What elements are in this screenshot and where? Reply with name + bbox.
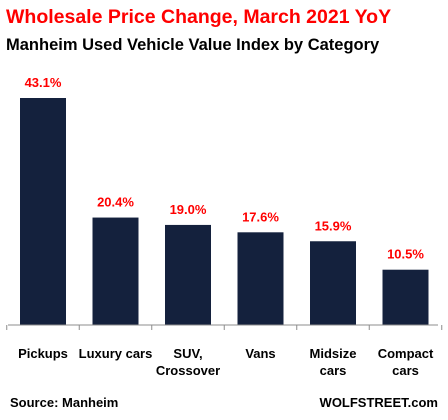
bar-2 — [92, 217, 139, 325]
data-label-2: 20.4% — [97, 195, 134, 210]
bar-6 — [382, 269, 429, 325]
bar-3 — [165, 224, 211, 325]
credit-note: WOLFSTREET.com — [319, 395, 438, 410]
data-label-1: 43.1% — [25, 75, 62, 90]
chart-title: Wholesale Price Change, March 2021 YoY — [6, 6, 392, 28]
category-label-1: Pickups — [18, 346, 68, 361]
category-label-4: Vans — [245, 346, 275, 361]
chart-subtitle: Manheim Used Vehicle Value Index by Cate… — [6, 36, 380, 54]
data-label-3: 19.0% — [170, 202, 207, 217]
category-label-2: Luxury cars — [79, 346, 153, 361]
data-label-6: 10.5% — [387, 247, 424, 262]
category-label-3: SUV, Crossover — [156, 346, 220, 378]
category-label-6: Compact cars — [378, 346, 434, 378]
data-label-4: 17.6% — [242, 209, 279, 224]
data-label-5: 15.9% — [315, 218, 352, 233]
bar-1 — [20, 98, 66, 325]
bar-4 — [237, 232, 284, 325]
bar-5 — [310, 241, 356, 325]
category-label-5: Midsize cars — [310, 346, 357, 378]
source-note: Source: Manheim — [10, 395, 119, 410]
